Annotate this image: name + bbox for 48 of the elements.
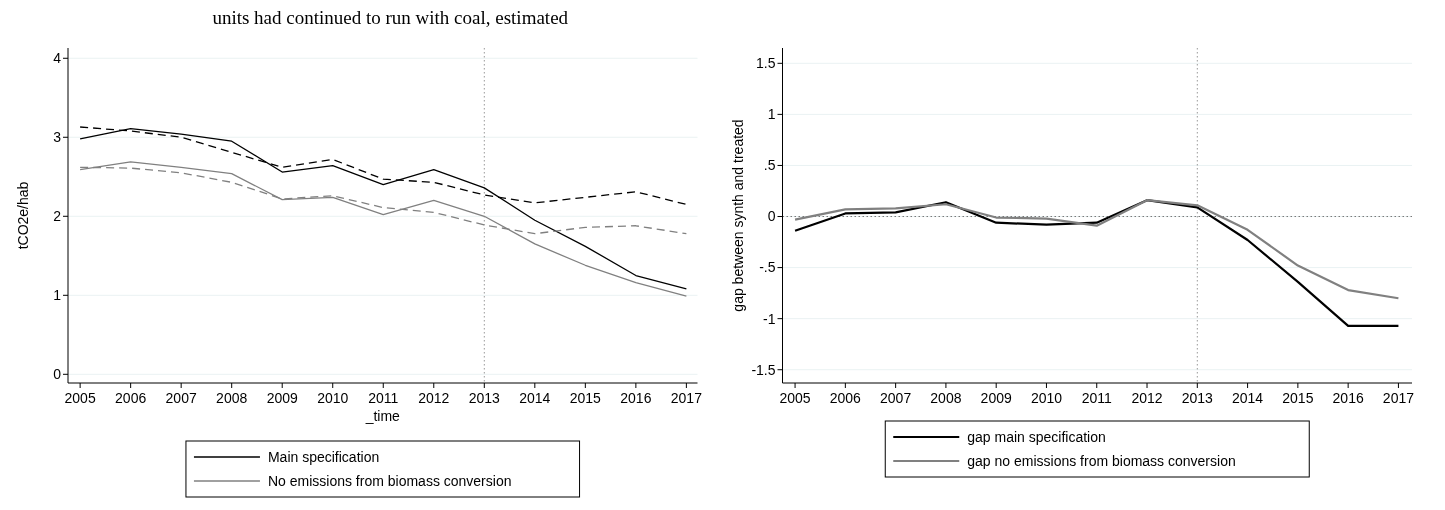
legend-label: No emissions from biomass conversion — [267, 472, 512, 489]
y-tick-label: .5 — [763, 157, 776, 174]
text: units had continued to run with coal, estimated — [212, 7, 569, 28]
x-tick-label: 2010 — [1030, 390, 1063, 406]
x-tick-label: 2013 — [468, 390, 501, 406]
x-tick-label: 2016 — [1332, 390, 1364, 406]
y-tick-label: 1 — [767, 106, 776, 123]
x-tick-label: 2013 — [1181, 390, 1214, 406]
y-tick-label: 0 — [53, 366, 62, 383]
y-tick-label: 1 — [53, 287, 62, 304]
x-tick-label: 2010 — [317, 390, 349, 406]
y-tick-label: -.5 — [759, 259, 776, 276]
x-tick-label: 2011 — [1081, 390, 1113, 406]
x-tick-label: 2014 — [519, 390, 551, 406]
x-tick-label: 2017 — [1382, 390, 1415, 406]
x-tick-label: 2008 — [216, 390, 248, 406]
legend-label: gap no emissions from biomass conversion — [967, 452, 1236, 469]
y-tick-label: 2 — [53, 208, 62, 225]
x-axis-title: _time — [364, 408, 401, 424]
x-tick-label: 2007 — [165, 390, 197, 406]
x-tick-label: 2005 — [64, 390, 96, 406]
legend-label: gap main specification — [967, 428, 1106, 445]
y-axis-title: tCO2e/hab — [15, 181, 31, 250]
x-tick-label: 2012 — [418, 390, 450, 406]
x-tick-label: 2006 — [115, 390, 147, 406]
y-tick-label: 4 — [53, 50, 62, 67]
x-tick-label: 2015 — [569, 390, 602, 406]
x-tick-label: 2008 — [930, 390, 962, 406]
y-tick-label: -1 — [763, 310, 776, 327]
x-tick-label: 2005 — [779, 390, 811, 406]
line-series — [79, 127, 688, 290]
x-tick-label: 2011 — [368, 390, 399, 406]
x-tick-label: 2016 — [620, 390, 652, 406]
x-tick-label: 2007 — [880, 390, 912, 406]
y-tick-label: 0 — [767, 208, 776, 225]
x-tick-label: 2014 — [1232, 390, 1264, 406]
x-tick-label: 2015 — [1282, 390, 1314, 406]
x-tick-label: 2009 — [266, 390, 298, 406]
y-axis-title: gap between synth and treated — [729, 119, 746, 312]
y-tick-label: 1.5 — [756, 55, 776, 72]
x-tick-label: 2009 — [980, 390, 1012, 406]
y-tick-label: 3 — [53, 129, 62, 146]
x-tick-label: 2012 — [1131, 390, 1163, 406]
line-series — [793, 199, 1400, 327]
legend-label: Main specification — [267, 448, 380, 465]
x-tick-label: 2017 — [670, 390, 703, 406]
y-tick-label: -1.5 — [751, 361, 776, 378]
x-tick-label: 2006 — [829, 390, 862, 406]
